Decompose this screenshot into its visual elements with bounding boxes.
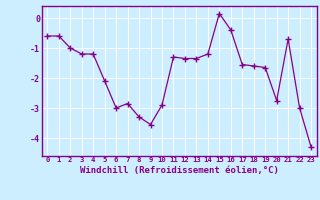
X-axis label: Windchill (Refroidissement éolien,°C): Windchill (Refroidissement éolien,°C) (80, 166, 279, 175)
